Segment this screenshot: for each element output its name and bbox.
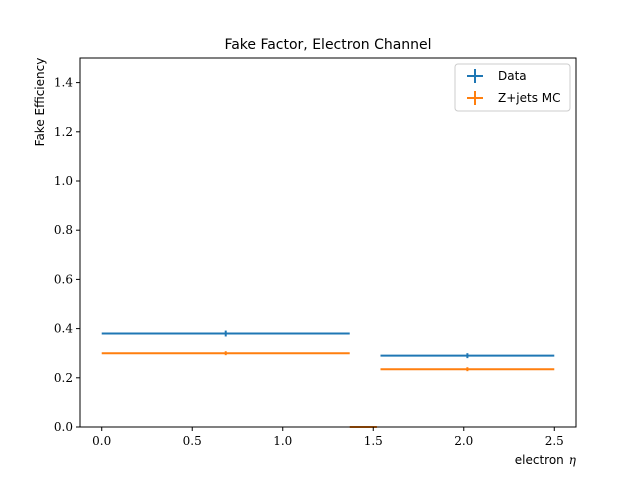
x-tick-label: 1.0 bbox=[273, 434, 292, 448]
errorbar-data-1 bbox=[380, 353, 555, 359]
x-tick-label: 2.0 bbox=[454, 434, 473, 448]
y-tick-label: 0.6 bbox=[54, 272, 73, 286]
x-tick-label: 0.5 bbox=[183, 434, 202, 448]
chart-title: Fake Factor, Electron Channel bbox=[224, 37, 431, 53]
y-tick-label: 1.2 bbox=[54, 125, 73, 139]
legend-label: Data bbox=[498, 69, 527, 83]
y-tick-label: 1.0 bbox=[54, 174, 73, 188]
x-axis-label: electron η bbox=[515, 453, 577, 467]
legend-entry-data: Data bbox=[467, 69, 527, 83]
errorbar-z-jets-mc-2 bbox=[380, 367, 555, 372]
y-tick-label: 0.4 bbox=[54, 322, 73, 336]
y-tick-label: 1.4 bbox=[54, 76, 73, 90]
axes-frame bbox=[79, 57, 577, 428]
errorbar-z-jets-mc-0 bbox=[101, 351, 350, 356]
y-tick-label: 0.8 bbox=[54, 223, 73, 237]
axes: 0.0 0.5 1.0 1.5 2.0 2.5 0.0 0.2 0.4 0.6 0.8 1.0 1.2 1… bbox=[54, 57, 577, 448]
x-axis-label-text: electron bbox=[515, 453, 564, 467]
legend-box bbox=[454, 63, 571, 112]
errorbar-data-0 bbox=[101, 330, 350, 337]
legend-label: Z+jets MC bbox=[498, 91, 561, 105]
x-tick-label: 2.5 bbox=[545, 434, 564, 448]
y-tick-label: 0.0 bbox=[54, 420, 73, 434]
x-tick-label: 0.0 bbox=[92, 434, 111, 448]
y-tick-label: 0.2 bbox=[54, 371, 73, 385]
legend: Data Z+jets MC bbox=[454, 63, 571, 112]
legend-entry-z-jets-mc: Z+jets MC bbox=[467, 91, 561, 105]
x-axis-label-symbol: η bbox=[569, 453, 577, 467]
y-axis-label: Fake Efficiency bbox=[33, 58, 47, 147]
x-tick-label: 1.5 bbox=[364, 434, 383, 448]
